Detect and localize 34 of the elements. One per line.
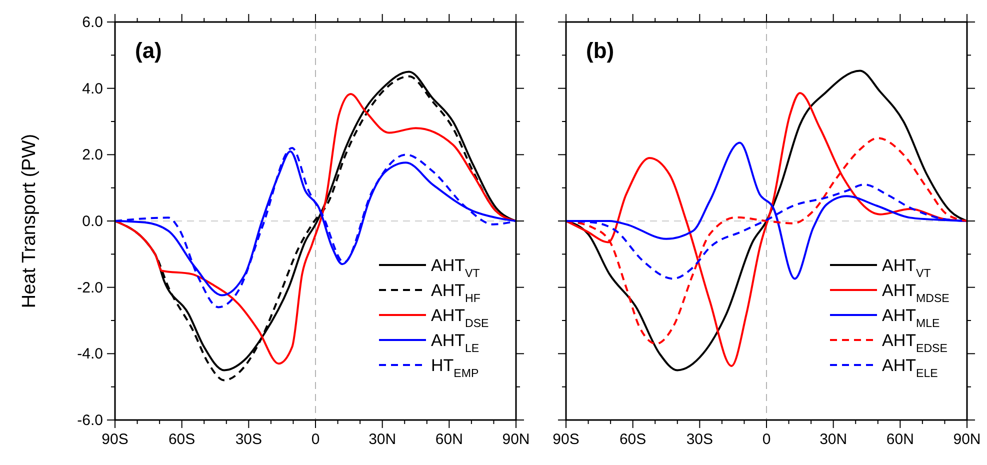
y-tick-label: 4.0 xyxy=(82,80,103,98)
legend-label: AHT$_{LE}$ xyxy=(431,331,480,355)
y-tick-label: 6.0 xyxy=(82,14,103,31)
x-tick-label: 90N xyxy=(502,431,530,448)
x-tick-label: 0 xyxy=(311,431,320,448)
legend-label: AHT$_{DSE}$ xyxy=(431,306,490,330)
text: (a) xyxy=(135,38,162,63)
legend-label: AHT$_{VT}$ xyxy=(882,256,931,280)
x-tick-label: 30S xyxy=(686,431,714,448)
x-tick-label: 90S xyxy=(102,431,128,448)
x-tick-label: 90N xyxy=(953,431,981,448)
x-tick-label: 60N xyxy=(886,431,914,448)
y-tick-label: 0.0 xyxy=(82,213,103,230)
x-tick-label: 30N xyxy=(368,431,396,448)
legend-label: HT$_{EMP}$ xyxy=(431,356,479,380)
x-tick-label: 60S xyxy=(168,431,196,448)
legend-label: AHT$_{VT}$ xyxy=(431,256,480,280)
legend-label: AHT$_{HF}$ xyxy=(431,281,480,305)
x-tick-label: 90S xyxy=(552,431,580,448)
y-tick-label: 2.0 xyxy=(82,146,103,164)
y-tick-label: -6.0 xyxy=(77,412,103,429)
x-tick-label: 60N xyxy=(435,431,463,448)
x-tick-label: 60S xyxy=(619,431,646,448)
x-tick-label: 30S xyxy=(235,431,262,448)
y-axis-title: Heat Transport (PW) xyxy=(19,134,40,308)
legend-label: AHT$_{ELE}$ xyxy=(882,356,938,380)
legend-label: AHT$_{MLE}$ xyxy=(882,306,940,330)
y-tick-label: -4.0 xyxy=(77,346,103,363)
text: (b) xyxy=(586,38,614,63)
legend-label: AHT$_{EDSE}$ xyxy=(882,331,948,355)
legend-label: AHT$_{MDSE}$ xyxy=(882,281,950,305)
x-tick-label: 30N xyxy=(820,431,848,448)
y-tick-label: -2.0 xyxy=(77,279,103,296)
x-tick-label: 0 xyxy=(762,431,771,448)
